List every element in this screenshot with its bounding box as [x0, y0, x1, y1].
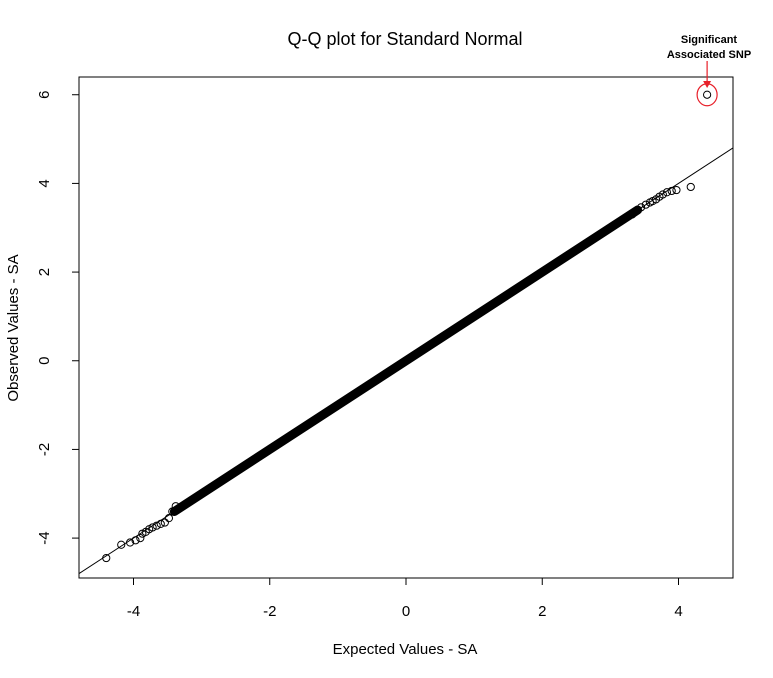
- data-point: [703, 90, 712, 99]
- dense-points-band: [169, 205, 643, 516]
- annotation-line-1: Significant: [681, 34, 738, 46]
- y-tick-label: 4: [36, 179, 53, 187]
- x-tick-label: 2: [538, 603, 546, 620]
- data-point: [160, 518, 169, 527]
- x-tick-label: 0: [402, 603, 410, 620]
- data-point: [152, 521, 161, 530]
- data-point: [636, 203, 646, 212]
- y-tick-label: 0: [36, 357, 53, 365]
- data-point: [156, 519, 165, 529]
- data-point: [164, 514, 174, 523]
- y-tick-label: 2: [36, 268, 53, 276]
- y-tick-label: -4: [36, 531, 53, 544]
- data-point: [102, 553, 111, 563]
- data-point: [662, 188, 672, 197]
- data-point: [131, 536, 140, 545]
- annotation-line-2: Associated SNP: [667, 49, 751, 61]
- data-point: [148, 523, 157, 532]
- data-point: [672, 185, 681, 195]
- annotation: Significant Associated SNP: [667, 34, 751, 107]
- data-point: [125, 538, 135, 547]
- annotation-arrowhead: [703, 81, 712, 88]
- y-tick-label: -2: [36, 443, 53, 456]
- y-axis-label: Observed Values - SA: [5, 254, 22, 401]
- data-point: [136, 533, 145, 543]
- data-point: [641, 200, 650, 209]
- data-point: [658, 190, 667, 199]
- x-tick-label: -4: [127, 603, 140, 620]
- data-point: [171, 502, 180, 511]
- data-point: [686, 182, 695, 192]
- data-point: [667, 186, 676, 196]
- y-tick-label: 6: [36, 91, 53, 99]
- chart-title: Q-Q plot for Standard Normal: [287, 29, 522, 49]
- annotation-highlight-circle: [696, 83, 718, 107]
- x-axis-label: Expected Values - SA: [333, 641, 478, 658]
- data-point: [117, 540, 126, 549]
- x-tick-label: -2: [263, 603, 276, 620]
- x-tick-label: 4: [674, 603, 682, 620]
